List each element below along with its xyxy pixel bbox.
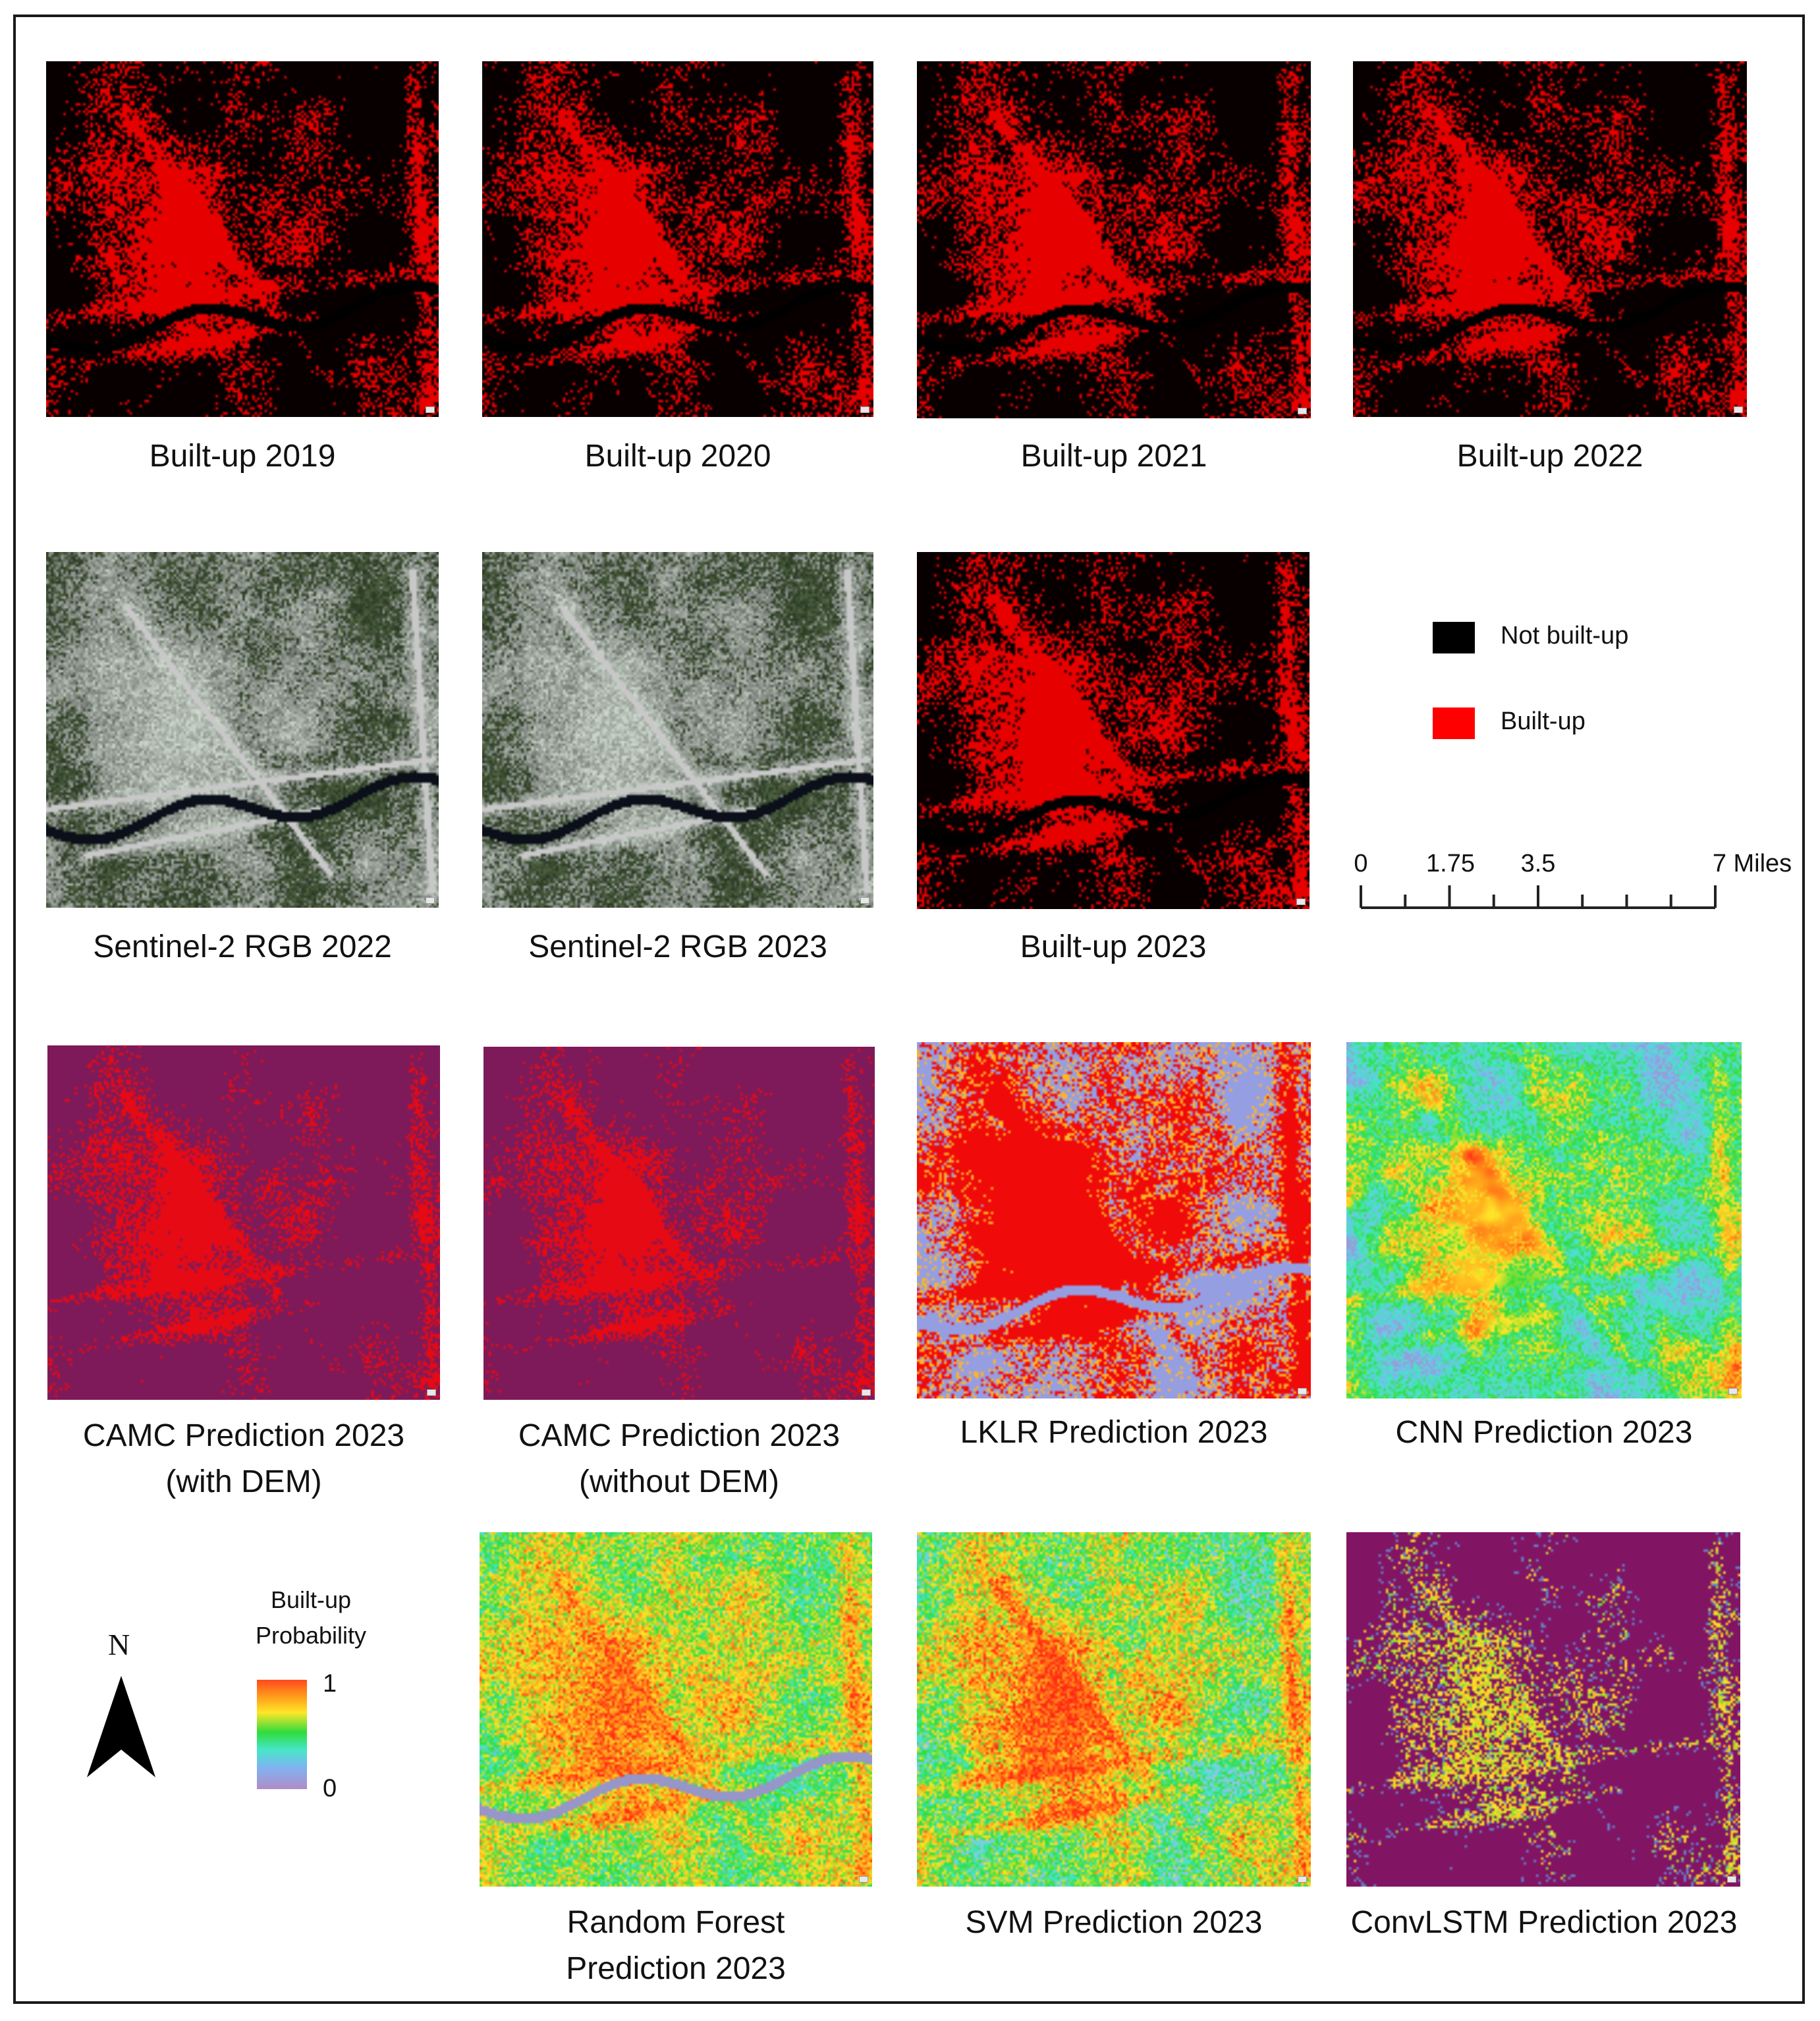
- map-raster: [917, 552, 1310, 909]
- map-random-forest-prediction: [480, 1532, 872, 1887]
- map-credit-icon: [426, 897, 435, 904]
- map-builtup-2020: [482, 61, 873, 417]
- scale-label-7-miles: 7 Miles: [1712, 850, 1792, 877]
- map-credit-icon: [860, 406, 869, 413]
- caption-builtup-2020: Built-up 2020: [584, 439, 771, 474]
- north-arrow-icon: [87, 1676, 155, 1777]
- legend-swatch-not-builtup: [1433, 622, 1475, 653]
- map-raster: [1346, 1532, 1740, 1887]
- probability-legend-title: Built-up Probability: [212, 1582, 410, 1653]
- map-sentinel-rgb-2022: [46, 552, 439, 908]
- map-raster: [917, 1042, 1311, 1398]
- caption-camc-without-dem-line2: (without DEM): [578, 1464, 780, 1499]
- map-camc-without-dem: [483, 1047, 875, 1400]
- probability-min-label: 0: [323, 1775, 337, 1802]
- map-builtup-2019: [46, 61, 439, 417]
- map-builtup-2021: [917, 61, 1311, 418]
- scale-label-1-75: 1.75: [1426, 850, 1475, 877]
- map-credit-icon: [1728, 1388, 1738, 1395]
- map-raster: [917, 1532, 1311, 1887]
- map-camc-with-dem: [47, 1045, 440, 1400]
- caption-cnn-prediction: CNN Prediction 2023: [1395, 1415, 1693, 1450]
- probability-color-ramp: [257, 1680, 307, 1789]
- map-credit-icon: [427, 1389, 436, 1396]
- map-credit-icon: [1298, 1388, 1307, 1395]
- north-arrow-label: N: [108, 1628, 130, 1661]
- map-credit-icon: [426, 406, 435, 413]
- caption-builtup-2021: Built-up 2021: [1020, 439, 1207, 474]
- map-raster: [482, 552, 873, 908]
- map-credit-icon: [1298, 408, 1307, 414]
- probability-max-label: 1: [323, 1670, 337, 1698]
- map-raster: [46, 552, 439, 908]
- probability-legend-title-line1: Built-up: [270, 1586, 352, 1613]
- map-cnn-prediction: [1346, 1042, 1742, 1398]
- legend-label-builtup: Built-up: [1501, 707, 1586, 735]
- map-credit-icon: [859, 1876, 868, 1883]
- caption-builtup-2019: Built-up 2019: [149, 439, 336, 474]
- map-raster: [483, 1047, 875, 1400]
- map-builtup-2023: [917, 552, 1310, 909]
- map-credit-icon: [1296, 899, 1306, 905]
- map-raster: [480, 1532, 872, 1887]
- legend-swatch-builtup: [1433, 707, 1475, 739]
- map-credit-icon: [862, 1389, 871, 1396]
- map-lklr-prediction: [917, 1042, 1311, 1398]
- caption-camc-without-dem-line1: CAMC Prediction 2023: [518, 1418, 841, 1453]
- probability-legend-title-line2: Probability: [255, 1622, 367, 1649]
- map-svm-prediction: [917, 1532, 1311, 1887]
- caption-camc-without-dem: CAMC Prediction 2023 (without DEM): [483, 1413, 875, 1505]
- caption-convlstm-prediction: ConvLSTM Prediction 2023: [1350, 1905, 1738, 1940]
- caption-builtup-2023: Built-up 2023: [1020, 929, 1207, 964]
- caption-random-forest-line1: Random Forest: [566, 1905, 785, 1940]
- map-raster: [1346, 1042, 1742, 1398]
- map-raster: [1353, 61, 1747, 417]
- caption-camc-with-dem: CAMC Prediction 2023 (with DEM): [47, 1413, 440, 1505]
- map-credit-icon: [860, 897, 869, 904]
- scale-bar: [1360, 885, 1717, 909]
- map-raster: [482, 61, 873, 417]
- map-sentinel-rgb-2023: [482, 552, 873, 908]
- caption-random-forest-line2: Prediction 2023: [566, 1951, 786, 1986]
- caption-camc-with-dem-line2: (with DEM): [165, 1464, 322, 1499]
- caption-random-forest: Random Forest Prediction 2023: [480, 1900, 872, 1992]
- map-builtup-2022: [1353, 61, 1747, 417]
- scale-label-0: 0: [1354, 850, 1368, 877]
- caption-lklr-prediction: LKLR Prediction 2023: [960, 1415, 1268, 1450]
- map-credit-icon: [1734, 406, 1743, 413]
- map-raster: [46, 61, 439, 417]
- map-credit-icon: [1298, 1876, 1307, 1883]
- scale-label-3-5: 3.5: [1520, 850, 1556, 877]
- caption-sentinel-rgb-2022: Sentinel-2 RGB 2022: [93, 929, 392, 964]
- caption-svm-prediction: SVM Prediction 2023: [965, 1905, 1263, 1940]
- scale-bar-ticks: [1360, 885, 1717, 909]
- map-convlstm-prediction: [1346, 1532, 1740, 1887]
- caption-camc-with-dem-line1: CAMC Prediction 2023: [82, 1418, 405, 1453]
- caption-builtup-2022: Built-up 2022: [1456, 439, 1643, 474]
- map-raster: [917, 61, 1311, 418]
- map-raster: [47, 1045, 440, 1400]
- caption-sentinel-rgb-2023: Sentinel-2 RGB 2023: [528, 929, 827, 964]
- map-credit-icon: [1727, 1876, 1736, 1883]
- figure-frame: [13, 14, 1805, 2004]
- legend-label-not-builtup: Not built-up: [1501, 622, 1629, 650]
